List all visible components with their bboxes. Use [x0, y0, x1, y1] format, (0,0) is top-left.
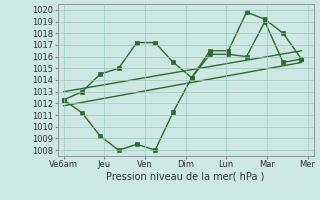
X-axis label: Pression niveau de la mer( hPa ): Pression niveau de la mer( hPa ): [107, 172, 265, 182]
